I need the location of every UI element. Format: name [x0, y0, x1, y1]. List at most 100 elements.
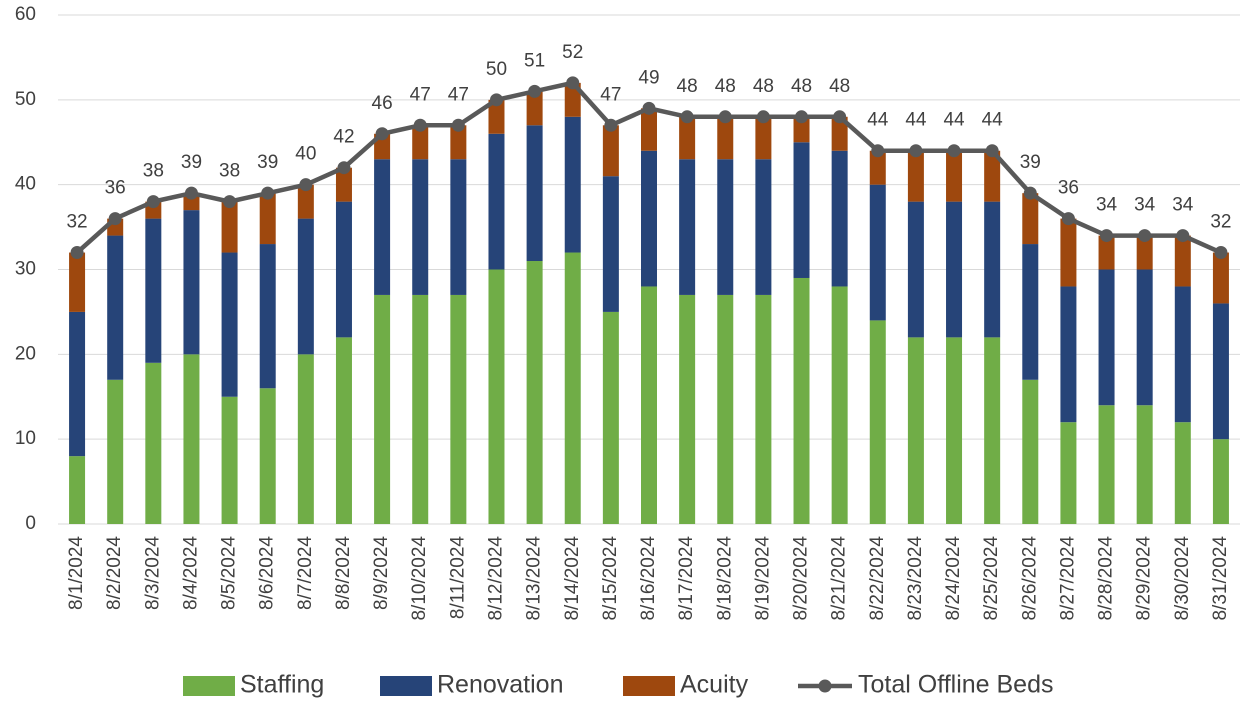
- bar-segment: [526, 125, 543, 262]
- bar-segment: [526, 91, 543, 126]
- x-tick-label: 8/31/2024: [1210, 536, 1231, 621]
- data-label: 40: [295, 144, 316, 165]
- data-label: 34: [1172, 195, 1194, 216]
- data-label: 48: [791, 76, 812, 97]
- data-label: 52: [562, 42, 583, 63]
- bar-segment: [946, 150, 963, 202]
- data-label: 34: [1096, 195, 1118, 216]
- x-tick-label: 8/15/2024: [600, 536, 621, 621]
- line-marker: [756, 110, 770, 124]
- bar-segment: [412, 159, 429, 295]
- bar-segment: [1212, 303, 1229, 440]
- bar-segment: [793, 116, 810, 143]
- bar-segment: [145, 218, 162, 363]
- y-tick-label: 40: [15, 174, 36, 195]
- data-label: 48: [677, 76, 698, 97]
- y-tick-label: 50: [15, 89, 36, 110]
- bar-segment: [69, 456, 86, 524]
- data-label: 36: [1058, 178, 1079, 199]
- bar-segment: [641, 286, 657, 524]
- data-label: 47: [410, 84, 431, 105]
- x-tick-label: 8/18/2024: [714, 536, 735, 621]
- bar-segment: [335, 337, 352, 524]
- bar-segment: [221, 252, 238, 397]
- data-label: 42: [333, 127, 354, 148]
- x-tick-label: 8/8/2024: [333, 536, 354, 610]
- y-tick-label: 10: [15, 428, 36, 449]
- bar-segment: [183, 354, 200, 524]
- bar-segment: [984, 337, 1001, 524]
- legend-swatch: [623, 676, 675, 696]
- bar-segment: [450, 159, 467, 295]
- data-label: 32: [1210, 212, 1231, 233]
- bar-segment: [259, 388, 276, 524]
- data-label: 49: [638, 67, 659, 88]
- bar-segment: [869, 184, 886, 321]
- data-label: 46: [372, 93, 393, 114]
- bar-segment: [1060, 422, 1077, 524]
- line-marker: [223, 195, 237, 209]
- line-marker: [299, 178, 313, 192]
- bar-segment: [755, 294, 772, 524]
- bar-segment: [1136, 405, 1153, 524]
- line-marker: [795, 110, 809, 124]
- line-marker: [528, 84, 542, 98]
- x-tick-label: 8/19/2024: [752, 536, 773, 621]
- bar-segment: [1022, 244, 1039, 380]
- line-marker: [1214, 246, 1228, 260]
- bar-segment: [602, 311, 619, 524]
- bar-segment: [488, 133, 505, 270]
- bar-segment: [1136, 235, 1153, 270]
- data-label: 44: [982, 110, 1004, 131]
- data-label: 51: [524, 50, 545, 71]
- bar-segment: [831, 116, 848, 151]
- line-marker: [642, 101, 656, 115]
- line-marker: [451, 118, 465, 132]
- bar-segment: [1022, 193, 1039, 245]
- bar-segment: [946, 337, 963, 524]
- legend-swatch: [183, 676, 235, 696]
- bar-segment: [374, 159, 391, 295]
- data-label: 44: [943, 110, 965, 131]
- data-label: 47: [600, 84, 621, 105]
- bar-segment: [831, 150, 848, 287]
- line-marker: [1061, 212, 1075, 226]
- bar-segment: [1136, 269, 1153, 406]
- x-tick-label: 8/12/2024: [485, 536, 506, 621]
- bar-segment: [984, 201, 1001, 338]
- line-marker: [146, 195, 160, 209]
- legend-swatch: [380, 676, 432, 696]
- x-tick-label: 8/1/2024: [66, 536, 87, 610]
- x-tick-label: 8/11/2024: [447, 536, 468, 620]
- bar-segment: [488, 269, 505, 524]
- bar-segment: [450, 125, 467, 160]
- data-label: 39: [257, 152, 278, 173]
- bar-segment: [564, 82, 581, 117]
- bar-segment: [145, 362, 162, 524]
- bar-segment: [717, 159, 734, 295]
- bar-segment: [869, 150, 886, 185]
- legend-label: Acuity: [680, 671, 749, 699]
- line-marker: [108, 212, 122, 226]
- bar-segment: [259, 193, 276, 245]
- line-marker: [833, 110, 847, 124]
- line-marker: [566, 76, 580, 90]
- bar-segment: [412, 125, 429, 160]
- x-tick-label: 8/4/2024: [180, 536, 201, 610]
- bar-segment: [1174, 235, 1191, 287]
- data-label: 50: [486, 59, 507, 80]
- y-tick-label: 0: [25, 513, 36, 534]
- x-tick-label: 8/25/2024: [981, 536, 1002, 621]
- bar-segment: [297, 218, 314, 355]
- line-marker: [375, 127, 389, 141]
- line-marker: [985, 144, 999, 158]
- x-tick-label: 8/22/2024: [867, 536, 888, 621]
- line-marker: [337, 161, 351, 175]
- data-label: 48: [829, 76, 850, 97]
- x-tick-label: 8/10/2024: [409, 536, 430, 621]
- line-marker: [70, 246, 84, 260]
- data-label: 36: [105, 178, 126, 199]
- bar-segment: [488, 99, 505, 134]
- bar-segment: [793, 277, 810, 524]
